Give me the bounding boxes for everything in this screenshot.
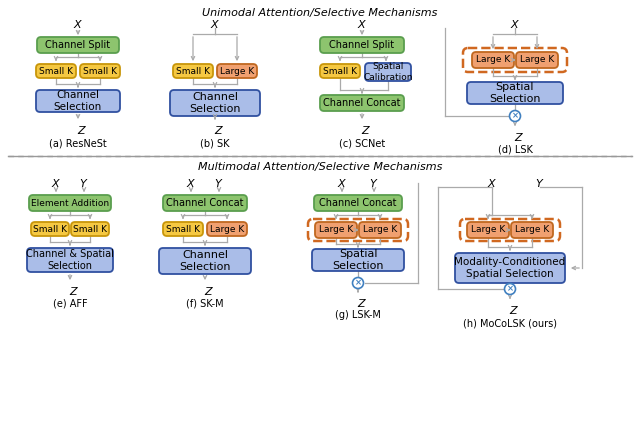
FancyBboxPatch shape (170, 90, 260, 116)
Text: Channel Split: Channel Split (45, 40, 111, 50)
FancyBboxPatch shape (467, 222, 509, 238)
Circle shape (353, 278, 364, 288)
Text: ×: × (355, 279, 362, 287)
FancyBboxPatch shape (207, 222, 247, 236)
FancyBboxPatch shape (320, 64, 360, 78)
FancyBboxPatch shape (455, 253, 565, 283)
Text: Large K: Large K (210, 224, 244, 234)
Text: Channel & Spatial
Selection: Channel & Spatial Selection (26, 249, 114, 271)
Text: Large K: Large K (363, 226, 397, 235)
Text: $Y$: $Y$ (214, 177, 224, 189)
FancyBboxPatch shape (320, 95, 404, 111)
Text: $Z$: $Z$ (509, 304, 519, 316)
Text: Channel Concat: Channel Concat (319, 198, 397, 208)
Text: (g) LSK-M: (g) LSK-M (335, 310, 381, 320)
FancyBboxPatch shape (80, 64, 120, 78)
Text: $Z$: $Z$ (69, 285, 79, 297)
FancyBboxPatch shape (36, 64, 76, 78)
FancyBboxPatch shape (516, 52, 558, 68)
Text: Large K: Large K (520, 56, 554, 65)
Text: $Y$: $Y$ (369, 177, 379, 189)
Text: $Z$: $Z$ (514, 131, 524, 143)
Text: Channel
Selection: Channel Selection (189, 92, 241, 114)
Circle shape (504, 283, 515, 295)
Text: $Y$: $Y$ (79, 177, 89, 189)
Text: Channel Concat: Channel Concat (323, 98, 401, 108)
Text: Spatial
Selection: Spatial Selection (489, 82, 541, 104)
Circle shape (509, 110, 520, 121)
Text: $Z$: $Z$ (361, 124, 371, 136)
Text: $X$: $X$ (73, 18, 83, 30)
Text: $X$: $X$ (210, 18, 220, 30)
FancyBboxPatch shape (217, 64, 257, 78)
FancyBboxPatch shape (36, 90, 120, 112)
FancyBboxPatch shape (173, 64, 213, 78)
Text: ×: × (506, 284, 513, 294)
Text: ×: × (511, 112, 518, 121)
FancyBboxPatch shape (29, 195, 111, 211)
Text: (a) ResNeSt: (a) ResNeSt (49, 138, 107, 148)
FancyBboxPatch shape (314, 195, 402, 211)
FancyBboxPatch shape (312, 249, 404, 271)
Text: $X$: $X$ (51, 177, 61, 189)
Text: Large K: Large K (319, 226, 353, 235)
Text: Large K: Large K (220, 66, 254, 76)
FancyBboxPatch shape (511, 222, 553, 238)
FancyBboxPatch shape (472, 52, 514, 68)
Text: Small K: Small K (73, 224, 107, 234)
Text: (e) AFF: (e) AFF (52, 299, 87, 309)
FancyBboxPatch shape (163, 222, 203, 236)
Text: $X$: $X$ (510, 18, 520, 30)
Text: Channel
Selection: Channel Selection (54, 90, 102, 112)
Text: (f) SK-M: (f) SK-M (186, 299, 224, 309)
Text: $Z$: $Z$ (77, 124, 87, 136)
Text: $Z$: $Z$ (204, 285, 214, 297)
Text: Channel Concat: Channel Concat (166, 198, 244, 208)
Text: Channel
Selection: Channel Selection (179, 250, 231, 272)
Text: Small K: Small K (39, 66, 73, 76)
Text: (h) MoCoLSK (ours): (h) MoCoLSK (ours) (463, 318, 557, 328)
Text: Large K: Large K (476, 56, 510, 65)
FancyBboxPatch shape (467, 82, 563, 104)
Text: (c) SCNet: (c) SCNet (339, 138, 385, 148)
Text: Unimodal Attention/Selective Mechanisms: Unimodal Attention/Selective Mechanisms (202, 8, 438, 18)
Text: $X$: $X$ (487, 177, 497, 189)
FancyBboxPatch shape (159, 248, 251, 274)
Text: $Z$: $Z$ (214, 124, 224, 136)
Text: Channel Split: Channel Split (330, 40, 395, 50)
FancyBboxPatch shape (315, 222, 357, 238)
Text: Modality-Conditioned
Spatial Selection: Modality-Conditioned Spatial Selection (454, 257, 566, 279)
Text: (d) LSK: (d) LSK (497, 145, 532, 155)
Text: $X$: $X$ (337, 177, 347, 189)
Text: Small K: Small K (33, 224, 67, 234)
FancyBboxPatch shape (27, 248, 113, 272)
Text: (b) SK: (b) SK (200, 138, 230, 148)
Text: Element Addition: Element Addition (31, 198, 109, 207)
Text: Spatial
Selection: Spatial Selection (332, 249, 384, 271)
FancyBboxPatch shape (365, 63, 411, 81)
Text: Small K: Small K (176, 66, 210, 76)
FancyBboxPatch shape (163, 195, 247, 211)
Text: $X$: $X$ (357, 18, 367, 30)
Text: Multimodal Attention/Selective Mechanisms: Multimodal Attention/Selective Mechanism… (198, 162, 442, 172)
FancyBboxPatch shape (31, 222, 69, 236)
Text: Small K: Small K (323, 66, 357, 76)
FancyBboxPatch shape (359, 222, 401, 238)
FancyBboxPatch shape (37, 37, 119, 53)
Text: $X$: $X$ (186, 177, 196, 189)
Text: Spatial
Calibration: Spatial Calibration (364, 62, 413, 82)
Text: Large K: Large K (515, 226, 549, 235)
Text: Large K: Large K (471, 226, 505, 235)
Text: Small K: Small K (166, 224, 200, 234)
FancyBboxPatch shape (71, 222, 109, 236)
FancyBboxPatch shape (320, 37, 404, 53)
Text: Small K: Small K (83, 66, 117, 76)
Text: $Y$: $Y$ (535, 177, 545, 189)
Text: $Z$: $Z$ (357, 297, 367, 309)
